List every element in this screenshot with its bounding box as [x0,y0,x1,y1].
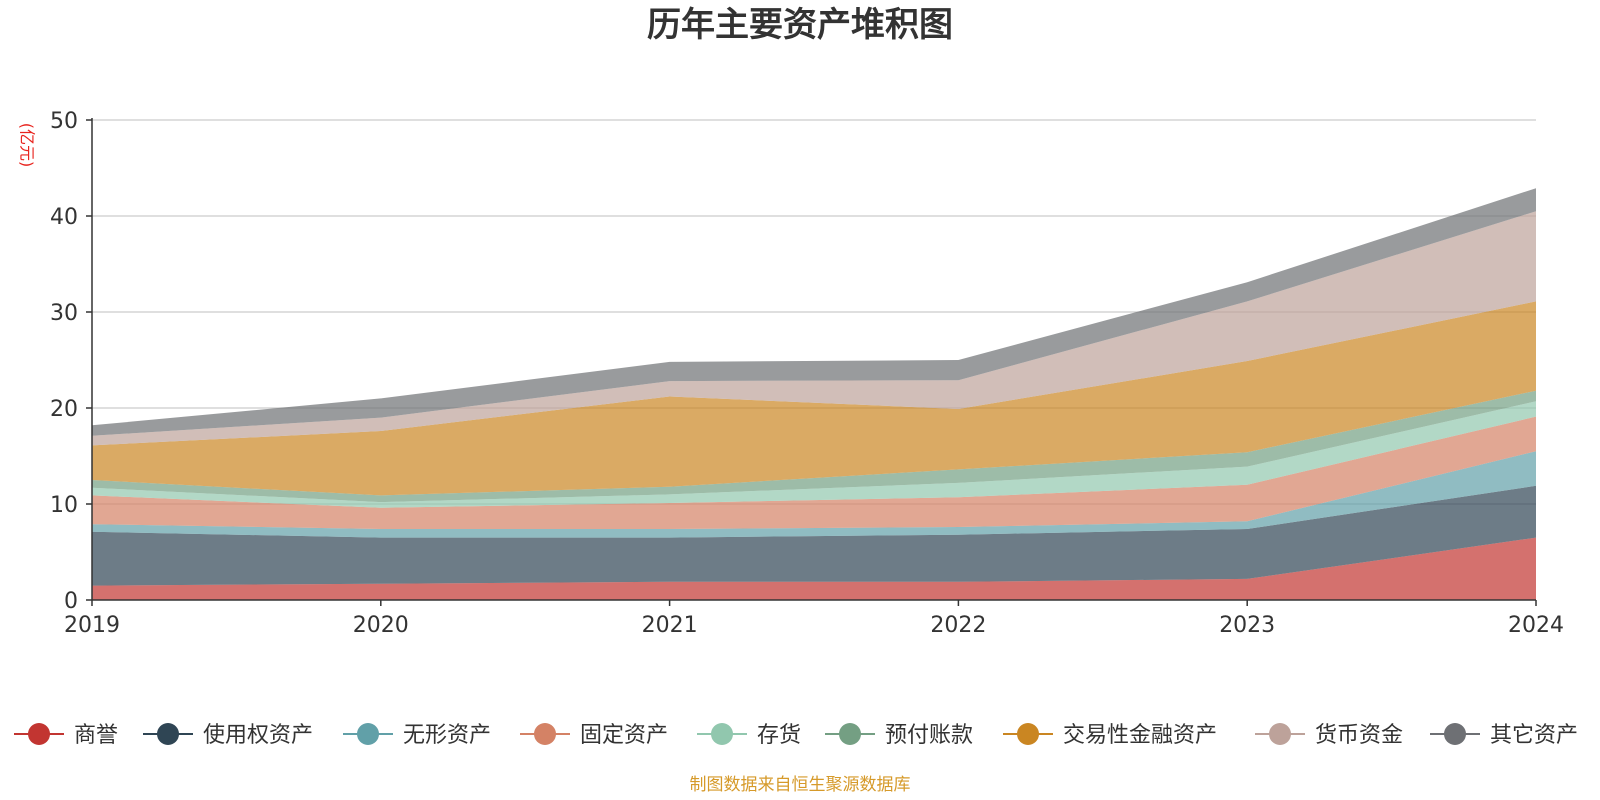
legend-item-2[interactable]: 使用权资产 [143,723,313,748]
legend-item-5[interactable]: 存货 [697,723,801,748]
legend-item-3[interactable]: 无形资产 [343,723,491,748]
legend-item-8[interactable]: 货币资金 [1255,723,1403,748]
legend-circle-symbol [534,723,556,745]
area-series-2 [92,485,1536,586]
chart-title: 历年主要资产堆积图 [647,5,953,45]
legend-label: 固定资产 [580,723,668,748]
legend-item-1[interactable]: 商誉 [14,723,118,748]
legend-label: 存货 [757,723,801,748]
x-tick-label: 2024 [1508,613,1564,638]
y-axis-ticks: 0 10 20 30 40 50 [50,109,92,614]
area-series-7 [92,301,1536,496]
area-series-6 [92,390,1536,503]
legend-label: 其它资产 [1490,723,1578,748]
area-series-group [92,188,1536,600]
legend-label: 无形资产 [403,723,491,748]
y-tick-label: 30 [50,301,78,326]
x-axis-ticks: 2019 2020 2021 2022 2023 2024 [64,600,1564,638]
area-series-3 [92,451,1536,538]
legend-label: 预付账款 [885,723,973,748]
x-tick-label: 2022 [930,613,986,638]
legend-label: 货币资金 [1315,723,1403,748]
area-series-4 [92,416,1536,529]
legend-circle-symbol [839,723,861,745]
legend-item-4[interactable]: 固定资产 [520,723,668,748]
x-tick-label: 2019 [64,613,120,638]
x-tick-label: 2021 [642,613,698,638]
y-tick-label: 0 [64,589,78,614]
legend-circle-symbol [357,723,379,745]
legend-circle-symbol [1017,723,1039,745]
legend[interactable]: 商誉 使用权资产 无形资产 固定资产 存货 预付账款 交易性金融资产 货币资金 其它资产 [14,723,1578,748]
y-tick-label: 10 [50,493,78,518]
legend-label: 商誉 [74,723,118,748]
x-tick-label: 2020 [353,613,409,638]
legend-circle-symbol [157,723,179,745]
y-axis-unit: (亿元) [18,123,37,168]
y-tick-label: 20 [50,397,78,422]
legend-item-9[interactable]: 其它资产 [1430,723,1578,748]
axes [91,118,1536,601]
legend-label: 使用权资产 [203,723,313,748]
legend-item-6[interactable]: 预付账款 [825,723,973,748]
area-series-5 [92,401,1536,508]
legend-label: 交易性金融资产 [1063,723,1217,748]
legend-item-7[interactable]: 交易性金融资产 [1003,723,1217,748]
legend-circle-symbol [28,723,50,745]
area-series-8 [92,211,1536,446]
y-tick-label: 50 [50,109,78,134]
y-tick-label: 40 [50,205,78,230]
legend-circle-symbol [711,723,733,745]
x-tick-label: 2023 [1219,613,1275,638]
legend-circle-symbol [1269,723,1291,745]
area-series-1 [92,537,1536,600]
legend-circle-symbol [1444,723,1466,745]
data-source-note: 制图数据来自恒生聚源数据库 [690,775,911,795]
